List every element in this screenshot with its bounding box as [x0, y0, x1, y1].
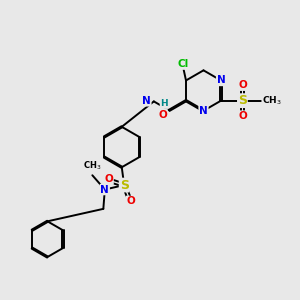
Text: O: O [238, 80, 247, 90]
Text: Cl: Cl [178, 59, 189, 69]
Text: O: O [104, 174, 113, 184]
Text: O: O [238, 111, 247, 121]
Text: N: N [199, 106, 208, 116]
Text: O: O [158, 110, 167, 120]
Text: N: N [217, 76, 225, 85]
Text: CH$_3$: CH$_3$ [83, 159, 102, 172]
Text: N: N [142, 96, 151, 106]
Text: N: N [100, 184, 109, 194]
Text: S: S [120, 178, 129, 192]
Text: CH$_3$: CH$_3$ [262, 94, 282, 107]
Text: S: S [238, 94, 247, 107]
Text: H: H [160, 99, 168, 108]
Text: O: O [126, 196, 135, 206]
